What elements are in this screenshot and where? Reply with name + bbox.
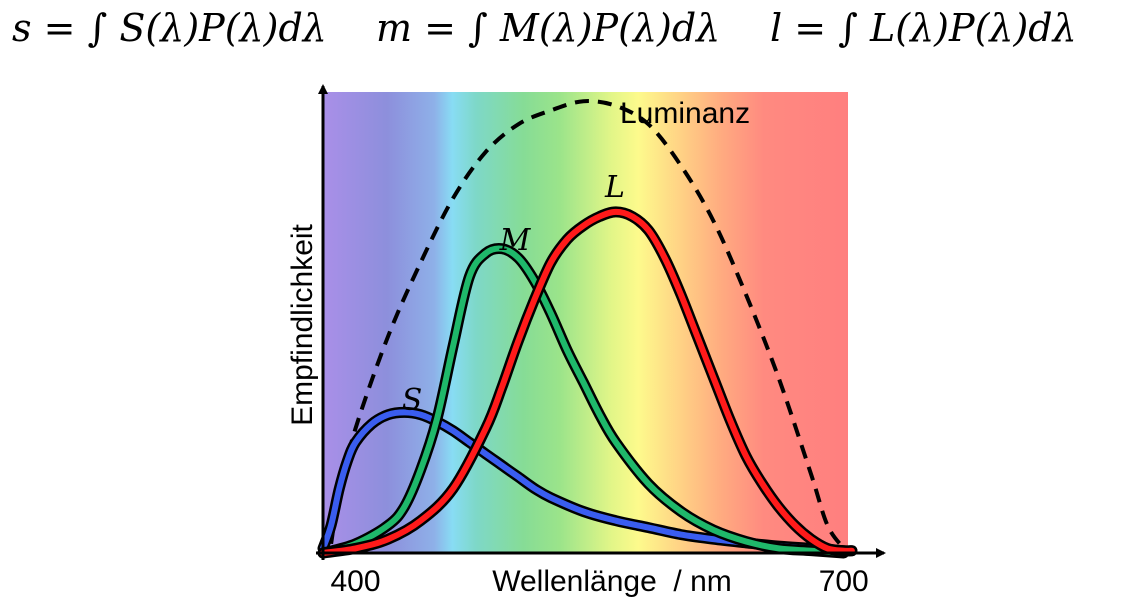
formula-row: s = ∫ S(λ)P(λ)dλ m = ∫ M(λ)P(λ)dλ l = ∫ … [0, 6, 1124, 66]
series-label-s: S [402, 383, 423, 418]
x-tick-label-700: 700 [819, 565, 869, 598]
series-labels: S M L Luminanz [402, 97, 750, 418]
x-tick-label-400: 400 [331, 565, 381, 598]
formula-l: l = ∫ L(λ)P(λ)dλ [770, 6, 1077, 50]
series-luminanz-line [329, 99, 846, 550]
series-label-luminanz: Luminanz [620, 97, 750, 130]
formula-s: s = ∫ S(λ)P(λ)dλ [12, 6, 327, 50]
series-label-l: L [604, 170, 625, 205]
formula-m: m = ∫ M(λ)P(λ)dλ [376, 6, 721, 50]
x-axis-label: Wellenlänge / nm [492, 565, 732, 598]
y-axis-label: Empfindlichkeit [286, 223, 319, 425]
x-ticks: 400 700 [331, 565, 869, 598]
series-label-m: M [499, 223, 532, 258]
curves-layer [317, 99, 858, 559]
series-l-line [320, 208, 855, 556]
